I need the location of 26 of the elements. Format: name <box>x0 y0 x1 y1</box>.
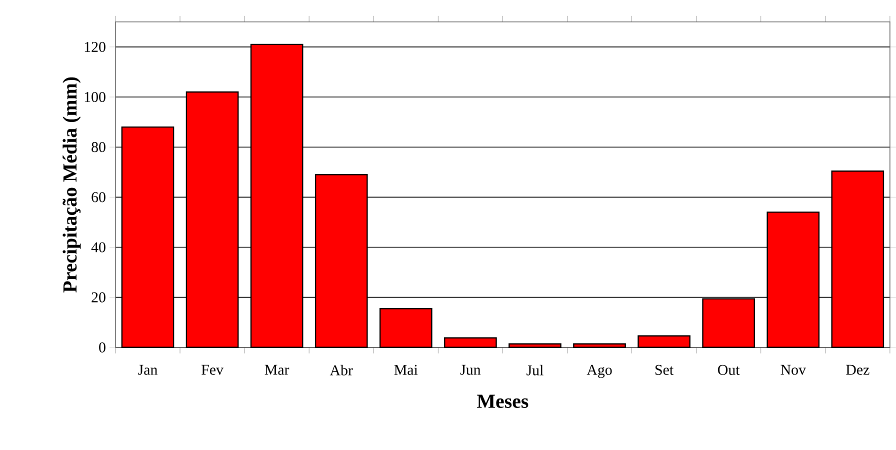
x-tick-label: Dez <box>846 364 870 375</box>
x-tick-label: Abr <box>330 364 353 376</box>
x-tick-label: Mai <box>394 364 418 375</box>
y-tick-label: 0 <box>99 342 106 352</box>
x-axis-title: Meses <box>477 394 528 408</box>
x-tick-label: Jul <box>526 364 544 376</box>
x-tick-label: Mar <box>264 364 290 375</box>
y-axis-title: Precipitação Média (mm) <box>62 77 81 293</box>
x-tick-label: Jan <box>138 364 158 375</box>
bar <box>638 335 690 348</box>
x-tick-label: Ago <box>586 364 612 378</box>
y-tick-label: 80 <box>92 142 106 152</box>
y-tick-label: 20 <box>92 292 106 302</box>
y-tick-label: 100 <box>84 92 106 102</box>
y-tick-label: 60 <box>92 192 106 202</box>
x-tick-label: Fev <box>202 364 224 375</box>
x-tick-label: Out <box>718 364 740 375</box>
bar <box>573 343 626 348</box>
bar <box>444 337 497 348</box>
x-tick-label: Jun <box>460 364 481 375</box>
x-tick-label: Set <box>656 364 674 375</box>
bar <box>379 308 432 348</box>
bar <box>508 343 562 348</box>
y-tick-label: 40 <box>91 242 106 252</box>
x-tick-label: Nov <box>780 364 806 375</box>
y-tick-label: 120 <box>84 42 106 52</box>
